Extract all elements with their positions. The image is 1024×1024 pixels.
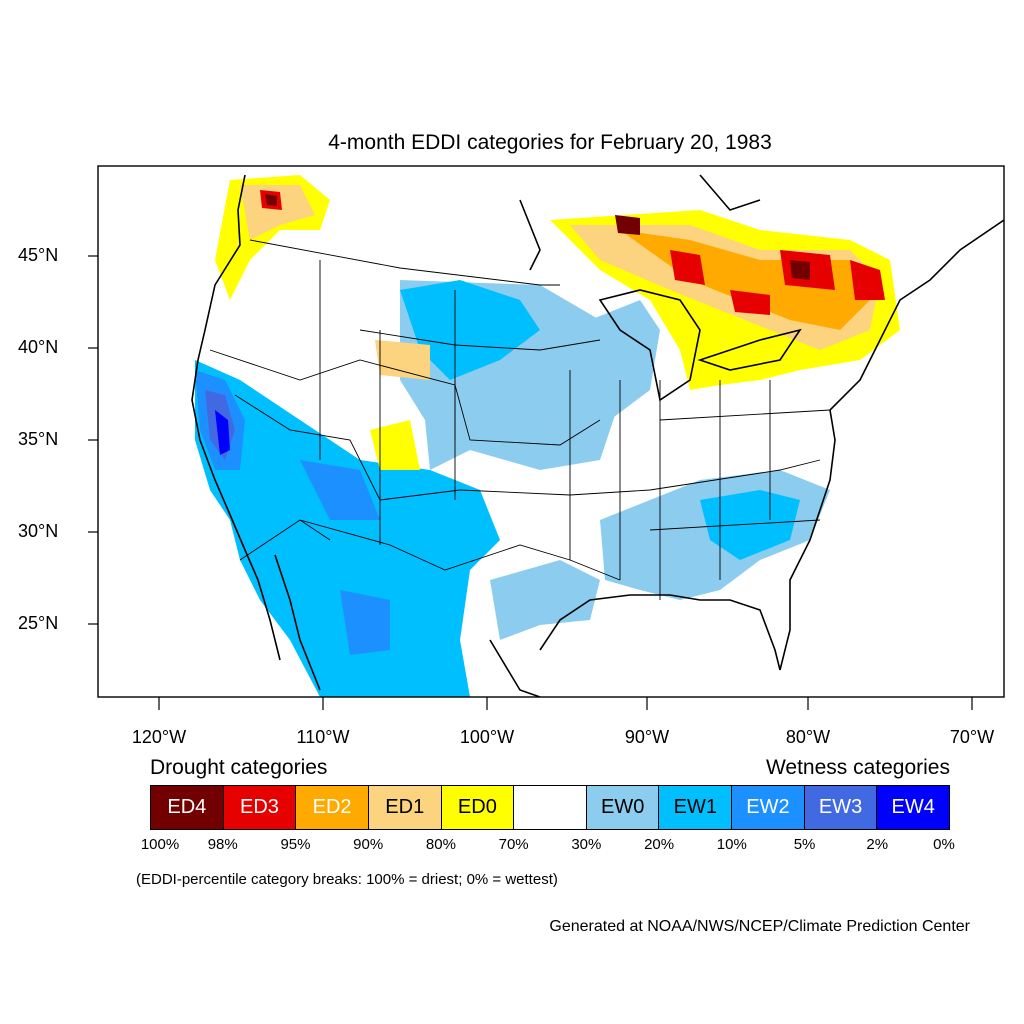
legend-box-ew0: EW0 [586, 786, 660, 829]
lon-label-110: 110°W [296, 727, 350, 747]
ed0-region-wyoming [375, 340, 430, 380]
legend-box-ew2: EW2 [732, 786, 805, 829]
percentile-label: 10% [716, 836, 747, 853]
legend-box-ew1: EW1 [659, 786, 733, 829]
ed3-region-northeast-d [730, 290, 770, 315]
percentile-label: 90% [353, 836, 384, 853]
percentile-breaks: 100% 98% 95% 90% 80% 70% 30% 20% 10% 5% 2% 0% [0, 836, 1024, 856]
ew1-region-plains [400, 280, 540, 380]
lon-label-100: 100°W [459, 727, 515, 747]
lon-label-70: 70°W [949, 727, 995, 747]
coastlines [191, 174, 1004, 697]
ed4-region-northeast-a [615, 215, 640, 235]
lat-label-30: 30°N [18, 521, 59, 541]
ed0-region-colorado [370, 420, 420, 470]
percentile-label: 98% [207, 836, 238, 853]
legend-box-ed4: ED4 [151, 786, 224, 829]
lon-label-90: 90°W [624, 727, 670, 747]
ed1-region-northwest [240, 185, 315, 240]
legend-box-normal [514, 786, 587, 829]
ew2-region-mexico [340, 590, 390, 655]
percentile-label: 100% [140, 836, 180, 853]
percentile-label: 95% [280, 836, 311, 853]
percentile-label: 0% [933, 836, 955, 853]
pacific-coast [191, 174, 281, 661]
atlantic-coast [779, 219, 1004, 671]
legend-box-ed3: ED3 [223, 786, 297, 829]
ew2-region-arizona [300, 460, 380, 520]
ed4-region-northwest [265, 194, 277, 206]
lat-label-25: 25°N [18, 613, 59, 633]
ew0-region-north [590, 300, 660, 420]
percentile-label: 5% [793, 836, 816, 853]
map-title: 4-month EDDI categories for February 20,… [328, 131, 772, 154]
hudson-shore [519, 174, 761, 271]
great-lakes [598, 289, 701, 402]
percentile-label: 30% [571, 836, 602, 853]
ew4-region-california [215, 410, 230, 455]
legend-box-ed0: ED0 [441, 786, 515, 829]
lat-label-40: 40°N [18, 337, 59, 357]
percentile-label: 20% [644, 836, 675, 853]
credit-line: Generated at NOAA/NWS/NCEP/Climate Predi… [549, 918, 970, 935]
state-borders [209, 239, 831, 600]
ew1-region-west [195, 360, 500, 697]
percentile-label: 2% [866, 836, 889, 853]
gulf-coast [539, 594, 781, 671]
category-legend: ED4 ED3 ED2 ED1 ED0 EW0 EW1 EW2 EW3 EW4 [150, 785, 950, 830]
percentile-label: 80% [425, 836, 456, 853]
legend-box-ew3: EW3 [804, 786, 878, 829]
percentile-label: 70% [498, 836, 529, 853]
lat-label-35: 35°N [18, 429, 59, 449]
axis-ticks [88, 255, 973, 710]
legend-box-ew4: EW4 [877, 786, 950, 829]
wetness-categories-heading: Wetness categories [765, 756, 950, 779]
drought-categories-heading: Drought categories [150, 756, 328, 779]
lon-label-120: 120°W [131, 727, 187, 747]
map-frame [97, 165, 1005, 698]
baja-coast [274, 554, 321, 691]
map-shading [195, 175, 900, 697]
lake-erie-ontario [697, 328, 802, 371]
ew1-region-southeast [700, 490, 800, 560]
category-note: (EDDI-percentile category breaks: 100% =… [136, 871, 558, 888]
ew0-region-gulf [490, 560, 600, 640]
ed4-region-northeast-b [790, 260, 810, 280]
legend-box-ed1: ED1 [368, 786, 442, 829]
mexico-gulf-coast [489, 639, 541, 697]
legend-box-ed2: ED2 [296, 786, 369, 829]
lon-label-80: 80°W [785, 727, 831, 747]
lat-label-45: 45°N [18, 245, 59, 265]
ed3-region-northeast-c [850, 260, 885, 300]
ed3-region-northeast-a [670, 250, 705, 285]
